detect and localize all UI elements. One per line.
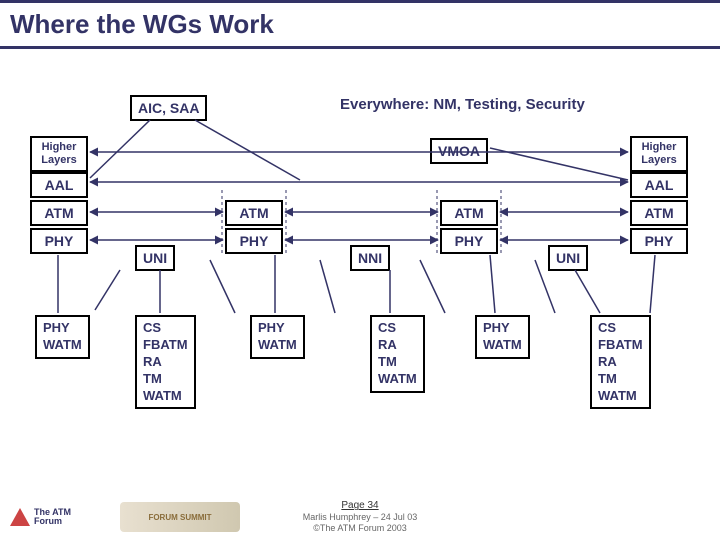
- uni-left-box: UNI: [135, 245, 175, 271]
- phy-watm-3: PHYWATM: [475, 315, 530, 359]
- aic-saa-box: AIC, SAA: [130, 95, 207, 121]
- everywhere-label: Everywhere: NM, Testing, Security: [340, 96, 585, 113]
- phy-watm-2: PHYWATM: [250, 315, 305, 359]
- phy-watm-1: PHYWATM: [35, 315, 90, 359]
- nni-box: NNI: [350, 245, 390, 271]
- phy-mid1: PHY: [225, 228, 283, 254]
- connector-svg: [0, 60, 720, 490]
- atm-left: ATM: [30, 200, 88, 226]
- footer-line2: ©The ATM Forum 2003: [313, 523, 407, 533]
- aal-left: AAL: [30, 172, 88, 198]
- phy-mid2: PHY: [440, 228, 498, 254]
- cs-fbatm-2: CSFBATMRATMWATM: [590, 315, 651, 409]
- atm-mid2: ATM: [440, 200, 498, 226]
- atm-right: ATM: [630, 200, 688, 226]
- cs-fbatm-1: CSFBATMRATMWATM: [135, 315, 196, 409]
- diagram-area: AIC, SAA Everywhere: NM, Testing, Securi…: [0, 60, 720, 490]
- footer-line1: Marlis Humphrey – 24 Jul 03: [303, 512, 418, 522]
- higher-layers-left: HigherLayers: [30, 136, 88, 172]
- slide-title: Where the WGs Work: [10, 9, 274, 39]
- cs-ra: CSRATMWATM: [370, 315, 425, 393]
- page-number: Page 34: [341, 500, 378, 511]
- uni-right-box: UNI: [548, 245, 588, 271]
- higher-layers-right: HigherLayers: [630, 136, 688, 172]
- phy-right: PHY: [630, 228, 688, 254]
- atm-mid1: ATM: [225, 200, 283, 226]
- aal-right: AAL: [630, 172, 688, 198]
- footer: Page 34 Marlis Humphrey – 24 Jul 03 ©The…: [0, 500, 720, 534]
- phy-left: PHY: [30, 228, 88, 254]
- title-bar: Where the WGs Work: [0, 0, 720, 49]
- vmoa-box: VMOA: [430, 138, 488, 164]
